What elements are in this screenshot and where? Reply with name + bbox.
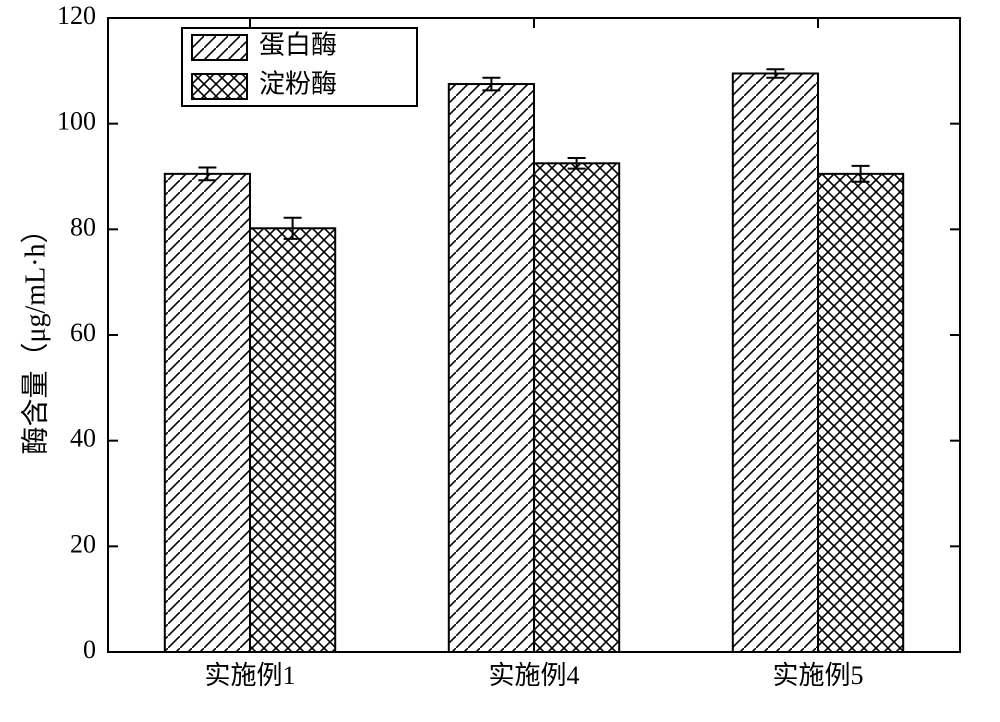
bar-淀粉酶 (250, 228, 335, 652)
legend-swatch (192, 35, 247, 60)
bar-蛋白酶 (449, 84, 534, 652)
y-axis-title: 酶含量（μg/mL·h） (19, 216, 51, 455)
x-tick-label: 实施例5 (772, 661, 863, 690)
y-tick-label: 0 (83, 635, 96, 664)
chart-container: 0 20 40 60 80 100 120 酶含量（μg/mL·h） 实施例1 实施例4 实施例5 蛋… (0, 0, 1000, 722)
y-tick-label: 120 (57, 1, 96, 30)
legend-label: 淀粉酶 (259, 69, 337, 98)
y-tick-label: 20 (70, 529, 96, 558)
x-tick-label: 实施例4 (488, 661, 579, 690)
bar-蛋白酶 (165, 174, 250, 652)
y-tick-label: 60 (70, 318, 96, 347)
y-tick-label: 40 (70, 424, 96, 453)
bar-chart: 0 20 40 60 80 100 120 酶含量（μg/mL·h） 实施例1 实施例4 实施例5 蛋… (0, 0, 1000, 722)
legend-label: 蛋白酶 (259, 30, 337, 59)
x-tick-label: 实施例1 (204, 661, 295, 690)
y-tick-label: 100 (57, 107, 96, 136)
y-tick-label: 80 (70, 212, 96, 241)
legend-swatch (192, 74, 247, 99)
bar-淀粉酶 (818, 174, 903, 652)
bar-蛋白酶 (733, 73, 818, 652)
bar-淀粉酶 (534, 163, 619, 652)
